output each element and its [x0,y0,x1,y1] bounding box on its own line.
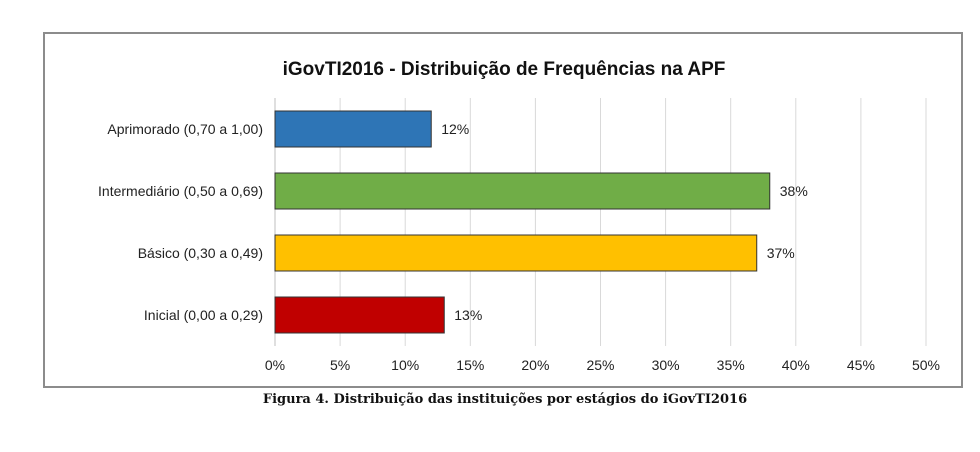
x-tick-label: 40% [782,357,810,373]
chart-title: iGovTI2016 - Distribuição de Frequências… [283,59,726,80]
bar [274,172,771,210]
x-tick-label: 0% [265,357,285,373]
x-tick-label: 10% [391,357,419,373]
category-label: Aprimorado (0,70 a 1,00) [107,121,263,137]
x-tick-label: 20% [521,357,549,373]
category-label: Intermediário (0,50 a 0,69) [98,183,263,199]
bar [274,234,758,272]
bar [274,296,445,334]
category-label: Inicial (0,00 a 0,29) [144,307,263,323]
x-tick-label: 5% [330,357,350,373]
data-label: 12% [441,121,469,137]
category-label: Básico (0,30 a 0,49) [138,245,263,261]
x-tick-label: 15% [456,357,484,373]
labels: 0% 5% 10% 15% 20% 25% 30% 35% 40% 45% 50% Aprimorad… [98,121,940,373]
figure-caption: Figura 4. Distribuição das instituições … [262,392,748,407]
bar [274,110,432,148]
x-tick-label: 50% [912,357,940,373]
bars [274,110,771,334]
data-label: 13% [454,307,482,323]
x-tick-label: 35% [717,357,745,373]
x-tick-label: 45% [847,357,875,373]
x-tick-label: 30% [652,357,680,373]
bar-chart: iGovTI2016 - Distribuição de Frequências… [98,59,940,373]
x-tick-label: 25% [586,357,614,373]
chart-frame: iGovTI2016 - Distribuição de Frequências… [43,32,963,388]
data-label: 37% [767,245,795,261]
data-label: 38% [780,183,808,199]
